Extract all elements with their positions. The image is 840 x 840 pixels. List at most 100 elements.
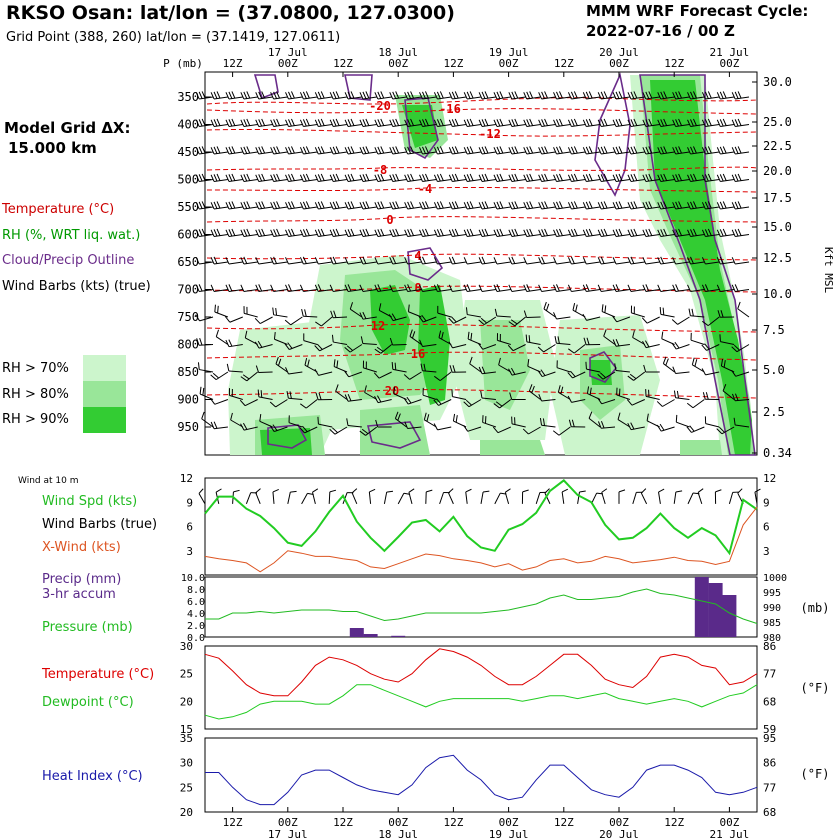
crosswind-line <box>204 506 758 573</box>
wind-barb-flag <box>407 119 412 127</box>
bottom-hour-label: 12Z <box>333 816 353 829</box>
temperature-contour-label: 20 <box>385 384 399 398</box>
wind-barb-staff <box>243 234 258 237</box>
wind-barb-staff <box>720 151 735 155</box>
wind-barb <box>508 316 526 327</box>
wind-barb-flag <box>259 414 262 422</box>
wind-barb-flag <box>317 416 319 425</box>
wind-barb-flag <box>718 426 725 433</box>
wind-barb-flag <box>657 229 662 237</box>
wind-barb-staff <box>529 390 541 400</box>
wind-barb-flag <box>376 395 382 403</box>
wind-barb-staff <box>645 151 660 155</box>
wind-barb <box>314 343 333 352</box>
wind-barb <box>672 118 690 127</box>
wind-barb <box>538 146 556 155</box>
wind-barb-flag <box>320 146 325 154</box>
wind-barb <box>508 367 526 376</box>
temperature-contour-label: -8 <box>373 163 387 177</box>
heat-index-axis-label-c: 35 <box>180 732 193 745</box>
wind-barb-staff <box>496 96 511 100</box>
wind-barb-flag <box>543 301 547 310</box>
wind-barb-flag <box>451 256 456 264</box>
wind-barb-flag <box>704 91 709 99</box>
wind-barb-staff <box>543 344 556 353</box>
wind-barb-staff <box>511 179 526 182</box>
wind-barb-flag <box>720 358 724 367</box>
wind-barb-flag <box>242 422 248 430</box>
wind-barb-flag <box>404 174 409 182</box>
wind-barb-flag <box>716 229 721 237</box>
wind-barb-flag <box>213 174 218 182</box>
wind-barb-flag <box>678 146 682 154</box>
wind-barb <box>701 228 720 237</box>
wind-barb-flag <box>570 370 576 377</box>
height-level-label: 5.0 <box>763 363 785 377</box>
wind-barb-flag <box>230 412 233 421</box>
wind-barb-flag <box>525 334 528 342</box>
wind-barb-flag <box>331 427 338 434</box>
wind-barb-staff <box>526 124 541 127</box>
wind-barb-flag <box>374 229 379 237</box>
wind-barb-flag <box>273 256 278 264</box>
wind-barb-flag <box>212 372 219 379</box>
wind-barb-flag <box>286 391 289 399</box>
wind-barb-staff <box>407 151 422 155</box>
wind-barb-flag <box>716 92 721 100</box>
wind-barb-staff <box>318 261 333 265</box>
wind-barb-staff <box>321 316 333 327</box>
wind-barb <box>433 201 452 210</box>
surface-wind-barb <box>272 488 279 504</box>
wind-barb <box>448 118 467 127</box>
wind-barb-flag <box>388 314 394 321</box>
wind-barb <box>701 201 720 210</box>
wind-barb-flag <box>657 174 662 182</box>
wind-barb-staff <box>362 151 377 155</box>
wind-barb-flag <box>612 174 617 182</box>
wind-barb-flag <box>542 418 546 426</box>
wind-barb-flag <box>600 201 605 209</box>
wind-barb-flag <box>231 388 233 397</box>
wind-barb-flag <box>258 201 263 209</box>
wind-barb <box>314 173 333 182</box>
wind-barb-staff <box>437 179 452 182</box>
wind-barb-staff <box>496 179 511 182</box>
wind-barb-staff <box>424 419 437 428</box>
wind-barb-staff <box>437 124 452 127</box>
wind-barb-staff <box>615 289 630 292</box>
temperature-contour-label: 0 <box>386 213 393 227</box>
wind-barb-flag <box>463 174 468 182</box>
wind-barb-flag <box>389 119 394 127</box>
wind-barb <box>701 284 720 292</box>
wind-barb-staff <box>228 124 243 127</box>
wind-barb-flag <box>687 147 691 155</box>
wind-barb <box>716 146 735 155</box>
wind-barb <box>270 173 288 182</box>
wind-barb <box>463 228 482 237</box>
rh-shaded-region <box>480 440 545 455</box>
wind-barb-staff <box>616 316 631 323</box>
wind-barb <box>210 118 228 127</box>
wind-barb-flag <box>359 92 364 100</box>
wind-barb <box>493 91 511 100</box>
wind-barb-flag <box>397 413 401 421</box>
wind-barb-staff <box>675 289 690 292</box>
wind-barb-staff <box>662 399 675 407</box>
wind-barb-flag <box>642 92 647 100</box>
wind-barb-flag <box>484 416 487 424</box>
wind-barb <box>419 256 437 265</box>
wind-barb <box>286 391 303 400</box>
wind-barb-flag <box>270 229 275 237</box>
wind-barb <box>299 425 318 434</box>
wind-barb-flag <box>304 358 308 366</box>
wind-barb-staff <box>243 261 258 265</box>
wind-barb-staff <box>228 234 243 237</box>
wind-barb <box>210 228 228 237</box>
wind-barb-staff <box>349 344 363 353</box>
wind-barb-staff <box>304 426 318 434</box>
wind-barb <box>657 228 675 237</box>
wind-axis-label-left: 12 <box>180 472 193 485</box>
wind-barb <box>568 419 586 428</box>
wind-barb-staff <box>258 289 273 292</box>
heat-index-axis-label-f: 86 <box>763 757 776 770</box>
